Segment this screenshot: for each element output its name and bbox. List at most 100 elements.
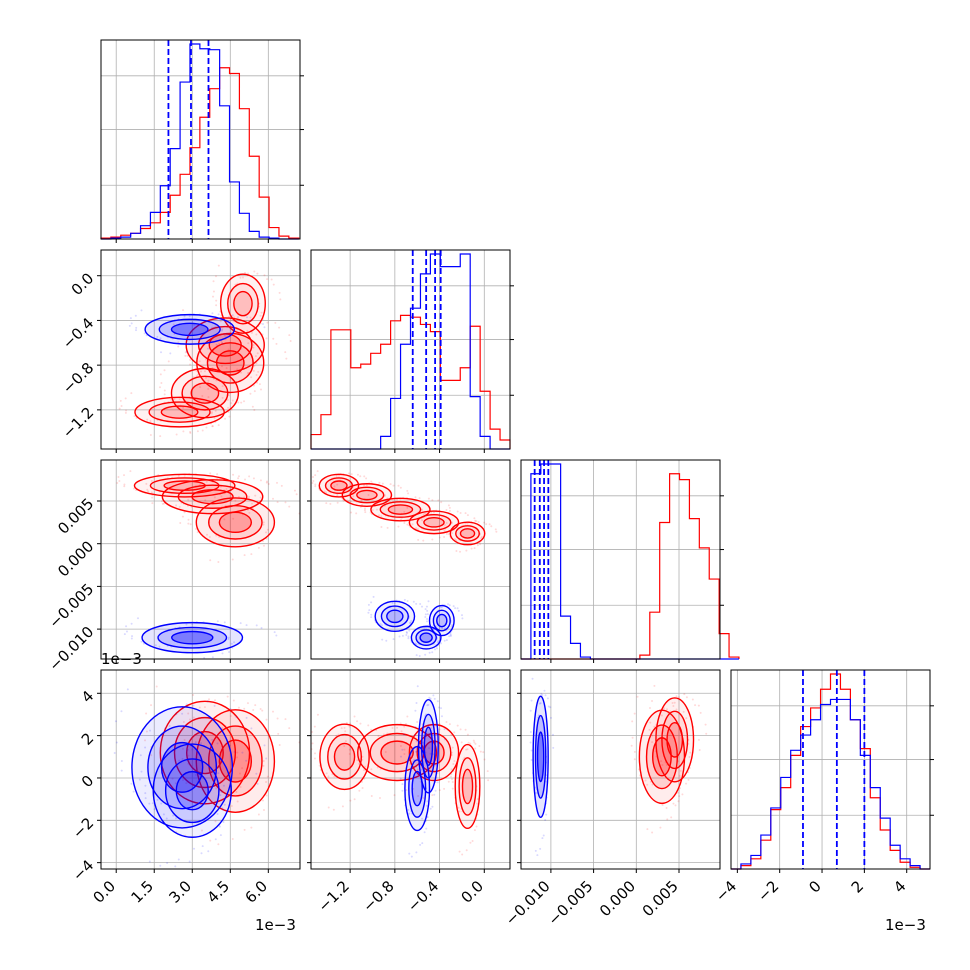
- scatter-point: [465, 849, 468, 852]
- scatter-point: [206, 700, 209, 703]
- scatter-point: [392, 638, 395, 641]
- scatter-point: [451, 532, 454, 535]
- scatter-point: [258, 330, 261, 333]
- scatter-point: [666, 818, 669, 821]
- scatter-point: [227, 638, 230, 641]
- contour-level: [386, 609, 404, 624]
- scatter-point: [378, 796, 381, 799]
- scatter-point: [223, 489, 226, 492]
- scatter-point: [474, 742, 477, 745]
- scatter-point: [541, 693, 544, 696]
- scatter-point: [217, 313, 220, 316]
- scatter-point: [255, 333, 258, 336]
- scatter-point: [149, 419, 152, 422]
- scatter-point: [443, 523, 446, 526]
- scatter-point: [221, 328, 224, 331]
- scatter-point: [473, 741, 476, 744]
- scatter-point: [249, 392, 252, 395]
- scatter-point: [426, 617, 429, 620]
- scatter-point: [215, 304, 218, 307]
- panel-frame: [100, 669, 301, 870]
- scatter-point: [415, 602, 418, 605]
- scatter-point: [153, 808, 156, 811]
- scatter-point: [144, 792, 147, 795]
- scatter-point: [231, 837, 234, 840]
- scatter-point: [352, 495, 355, 498]
- scatter-point: [220, 495, 223, 498]
- scatter-point: [134, 314, 137, 317]
- scatter-point: [471, 839, 474, 842]
- scatter-point: [356, 473, 359, 476]
- scatter-point: [208, 698, 211, 701]
- scatter-point: [403, 598, 406, 601]
- scatter-point: [447, 603, 450, 606]
- panel-frame: [520, 669, 721, 870]
- scatter-point: [421, 605, 424, 608]
- x-tick-label: 4: [890, 877, 909, 896]
- scatter-point: [405, 633, 408, 636]
- contour-level: [536, 731, 545, 783]
- scatter-point: [452, 605, 455, 608]
- scatter-point: [396, 498, 399, 501]
- scatter-point: [400, 516, 403, 519]
- scatter-point: [669, 710, 672, 713]
- scatter-point: [349, 722, 352, 725]
- contour-level: [380, 740, 414, 765]
- scatter-point: [364, 765, 367, 768]
- scatter-point: [132, 487, 135, 490]
- scatter-point: [129, 470, 132, 473]
- scatter-point: [423, 626, 426, 629]
- scatter-point: [240, 401, 243, 404]
- scatter-point: [164, 727, 167, 730]
- scatter-point: [416, 721, 419, 724]
- scatter-point: [221, 808, 224, 811]
- scatter-point: [266, 321, 269, 324]
- scatter-point: [192, 704, 195, 707]
- scatter-point: [276, 501, 279, 504]
- scatter-point: [239, 276, 242, 279]
- scatter-point: [445, 531, 448, 534]
- scatter-point: [233, 641, 236, 644]
- scatter-point: [407, 637, 410, 640]
- scatter-point: [240, 347, 243, 350]
- scatter-point: [250, 553, 253, 556]
- scatter-point: [427, 703, 430, 706]
- contour-level: [181, 375, 229, 411]
- scatter-point: [207, 396, 210, 399]
- scatter-point: [449, 633, 452, 636]
- scatter-point: [183, 511, 186, 514]
- scatter-point: [192, 716, 195, 719]
- scatter-point: [450, 625, 453, 628]
- density-blue: [367, 595, 464, 657]
- scatter-point: [200, 852, 203, 855]
- scatter-point: [458, 810, 461, 813]
- scatter-point: [125, 409, 128, 412]
- contour-level: [379, 501, 422, 518]
- contour-level: [185, 317, 265, 373]
- scatter-point: [165, 817, 168, 820]
- scatter-point: [186, 354, 189, 357]
- scatter-point: [184, 351, 187, 354]
- scatter-point: [682, 710, 685, 713]
- scatter-point: [178, 505, 181, 508]
- contour-level: [423, 726, 434, 766]
- contour-level: [148, 401, 211, 423]
- scatter-point: [443, 728, 446, 731]
- contour-level: [208, 333, 242, 357]
- scatter-point: [174, 782, 177, 785]
- scatter-point: [399, 518, 402, 521]
- scatter-point: [219, 320, 222, 323]
- scatter-point: [482, 751, 485, 754]
- scatter-point: [160, 500, 163, 503]
- scatter-point: [159, 435, 162, 438]
- scatter-point: [254, 494, 257, 497]
- contour-level: [157, 626, 228, 649]
- offset-label-x-col0: 1e−3: [255, 916, 296, 934]
- scatter-point: [426, 620, 429, 623]
- scatter-point: [440, 715, 443, 718]
- scatter-point: [133, 415, 136, 418]
- scatter-point: [227, 636, 230, 639]
- panel-frame: [310, 459, 511, 660]
- scatter-point: [222, 784, 225, 787]
- scatter-point: [552, 746, 555, 749]
